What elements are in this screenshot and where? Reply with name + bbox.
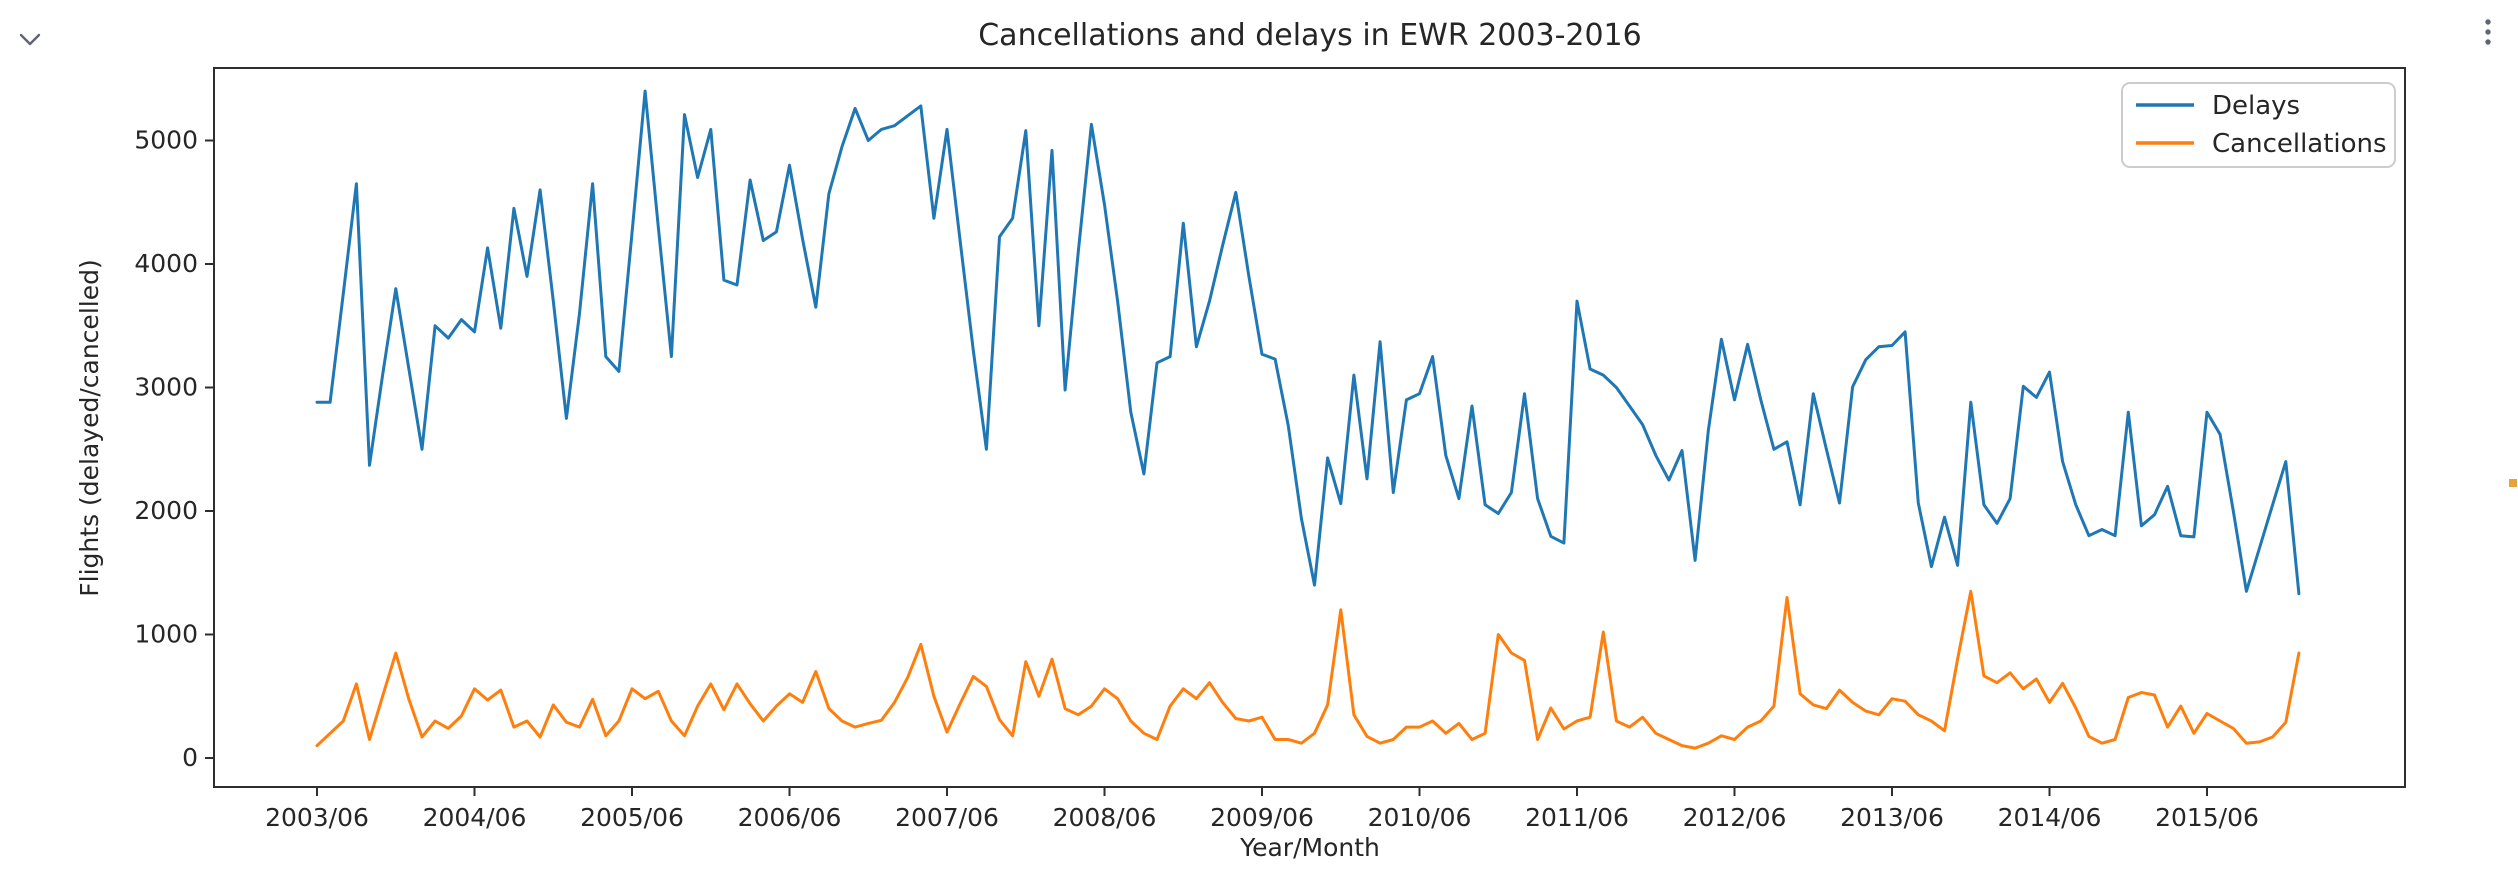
chart-title: Cancellations and delays in EWR 2003-201…: [978, 18, 1642, 53]
x-tick-label: 2014/06: [1998, 803, 2102, 832]
legend-label-delays: Delays: [2212, 91, 2300, 121]
y-tick-label: 2000: [134, 496, 198, 525]
collapse-output-button[interactable]: [8, 26, 41, 52]
y-axis-label: Flights (delayed/cancelled): [75, 259, 104, 596]
y-tick-label: 0: [182, 743, 198, 772]
plot-area: 0 1000 2000 3000 4000 5000 2003/06 2004/06 2005/…: [134, 67, 2406, 832]
x-tick-label: 2015/06: [2155, 803, 2259, 832]
x-tick-label: 2007/06: [895, 803, 999, 832]
scroll-annotation-marker: [2509, 479, 2517, 487]
vertical-ellipsis-glyph: [2485, 19, 2491, 45]
y-tick-label: 3000: [134, 373, 198, 402]
x-tick-label: 2012/06: [1683, 803, 1787, 832]
x-tick-label: 2009/06: [1210, 803, 1314, 832]
kebab-menu-icon[interactable]: [2468, 12, 2496, 52]
chevron-down-icon: [19, 33, 41, 46]
x-tick-label: 2008/06: [1053, 803, 1157, 832]
x-axis-label: Year/Month: [1239, 833, 1380, 862]
legend: Delays Cancellations: [2121, 82, 2396, 168]
y-tick-label: 5000: [134, 126, 198, 155]
x-tick-label: 2005/06: [580, 803, 684, 832]
x-tick-label: 2010/06: [1368, 803, 1472, 832]
y-tick-label: 4000: [134, 249, 198, 278]
x-tick-label: 2004/06: [423, 803, 527, 832]
x-tick-label: 2013/06: [1840, 803, 1944, 832]
series-line-delays: [315, 89, 2301, 596]
x-tick-label: 2003/06: [265, 803, 369, 832]
x-tick-label: 2011/06: [1525, 803, 1629, 832]
legend-label-cancellations: Cancellations: [2212, 129, 2387, 159]
plot-spines: [213, 67, 2406, 788]
x-tick-label: 2006/06: [738, 803, 842, 832]
y-tick-label: 1000: [134, 620, 198, 649]
series-line-cancellations: [315, 589, 2301, 750]
